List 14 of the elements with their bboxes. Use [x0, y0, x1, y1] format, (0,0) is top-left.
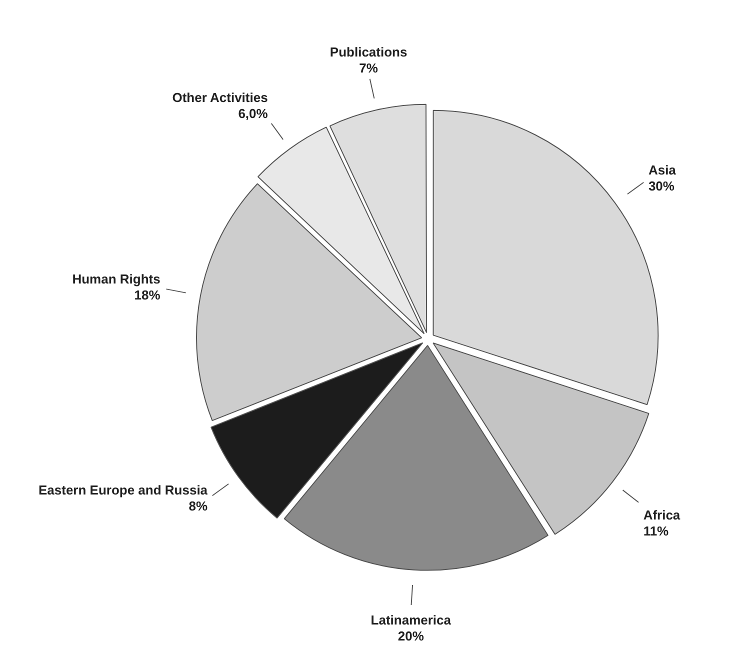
- data-label: 18%: [134, 288, 161, 303]
- data-label: 20%: [398, 628, 424, 644]
- data-label: 6,0%: [238, 106, 268, 122]
- data-label: 8%: [188, 498, 208, 514]
- slice-label: Eastern Europe and Russia: [38, 482, 208, 498]
- slice-label: Africa: [643, 508, 681, 523]
- slice-label: Latinamerica: [370, 612, 452, 628]
- slice-label: Human Rights: [72, 272, 160, 287]
- slice-label: Publications: [330, 44, 408, 60]
- data-label: 11%: [643, 524, 670, 539]
- slice-label: Asia: [648, 162, 677, 178]
- data-label: 7%: [359, 60, 378, 76]
- slice-label: Other Activities: [172, 90, 268, 106]
- data-label: 30%: [648, 178, 675, 194]
